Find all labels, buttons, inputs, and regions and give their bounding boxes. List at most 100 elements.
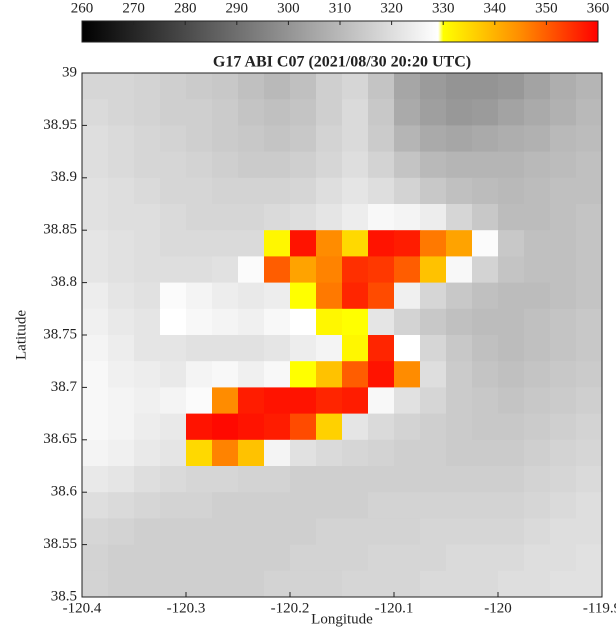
cell xyxy=(108,492,135,519)
chart: G17 ABI C07 (2021/08/30 20:20 UTC) Longi… xyxy=(0,0,616,631)
cell xyxy=(160,178,187,205)
cell xyxy=(368,387,395,414)
cell xyxy=(290,152,317,179)
cell xyxy=(498,571,525,598)
cell xyxy=(82,466,109,493)
cell xyxy=(550,361,577,388)
cell xyxy=(316,256,343,283)
cell xyxy=(368,99,395,126)
cell xyxy=(264,99,291,126)
cell xyxy=(576,492,603,519)
cell xyxy=(186,125,213,152)
cell xyxy=(550,152,577,179)
cell xyxy=(82,518,109,545)
cell xyxy=(160,335,187,362)
cell xyxy=(212,204,239,231)
cell xyxy=(82,99,109,126)
cell xyxy=(264,283,291,310)
cell xyxy=(108,73,135,100)
cell xyxy=(394,440,421,467)
x-tick-label: -120.1 xyxy=(375,600,414,616)
cell xyxy=(342,361,369,388)
cell xyxy=(264,204,291,231)
cell xyxy=(524,492,551,519)
cell xyxy=(420,152,447,179)
cell xyxy=(420,361,447,388)
y-tick-label: 38.6 xyxy=(51,484,78,500)
cell xyxy=(498,387,525,414)
cell xyxy=(290,571,317,598)
cell xyxy=(160,204,187,231)
cell xyxy=(472,99,499,126)
cell xyxy=(446,466,473,493)
cell xyxy=(212,125,239,152)
cell xyxy=(420,99,447,126)
cell xyxy=(342,230,369,257)
cell xyxy=(82,309,109,336)
heatmap xyxy=(82,73,603,598)
cell xyxy=(576,99,603,126)
cell xyxy=(498,256,525,283)
cell xyxy=(472,335,499,362)
cell xyxy=(498,440,525,467)
cell xyxy=(576,571,603,598)
cell xyxy=(394,230,421,257)
cell xyxy=(134,571,161,598)
cell xyxy=(186,440,213,467)
cell xyxy=(108,335,135,362)
cell xyxy=(290,99,317,126)
cell xyxy=(368,545,395,572)
cell xyxy=(446,440,473,467)
cell xyxy=(472,518,499,545)
cell xyxy=(550,125,577,152)
cell xyxy=(316,309,343,336)
cell xyxy=(394,414,421,441)
cell xyxy=(290,545,317,572)
x-tick-label: -119.9 xyxy=(583,600,616,616)
page: G17 ABI C07 (2021/08/30 20:20 UTC) Longi… xyxy=(0,0,616,631)
cell xyxy=(394,335,421,362)
cell xyxy=(238,440,265,467)
cell xyxy=(576,335,603,362)
cell xyxy=(186,152,213,179)
cell xyxy=(264,518,291,545)
cell xyxy=(550,440,577,467)
cell xyxy=(160,361,187,388)
cell xyxy=(82,283,109,310)
cell xyxy=(446,125,473,152)
cell xyxy=(576,256,603,283)
cell xyxy=(576,440,603,467)
cell xyxy=(212,492,239,519)
cell xyxy=(342,178,369,205)
cell xyxy=(134,545,161,572)
cell xyxy=(186,99,213,126)
cell xyxy=(160,152,187,179)
cell xyxy=(160,545,187,572)
cell xyxy=(108,283,135,310)
cell xyxy=(394,73,421,100)
cell xyxy=(264,256,291,283)
cell xyxy=(550,73,577,100)
x-tick-label: -120.2 xyxy=(271,600,310,616)
cell xyxy=(186,414,213,441)
cell xyxy=(108,178,135,205)
cell xyxy=(108,545,135,572)
cell xyxy=(446,387,473,414)
cell xyxy=(212,361,239,388)
cell xyxy=(420,414,447,441)
cell xyxy=(498,178,525,205)
cell xyxy=(420,387,447,414)
cell xyxy=(576,414,603,441)
cell xyxy=(290,230,317,257)
cell xyxy=(394,492,421,519)
cell xyxy=(446,545,473,572)
cell xyxy=(290,492,317,519)
cell xyxy=(108,256,135,283)
cell xyxy=(394,545,421,572)
cell xyxy=(368,309,395,336)
cell xyxy=(368,335,395,362)
cell xyxy=(160,125,187,152)
chart-title: G17 ABI C07 (2021/08/30 20:20 UTC) xyxy=(213,54,471,71)
cell xyxy=(134,414,161,441)
cell xyxy=(524,466,551,493)
